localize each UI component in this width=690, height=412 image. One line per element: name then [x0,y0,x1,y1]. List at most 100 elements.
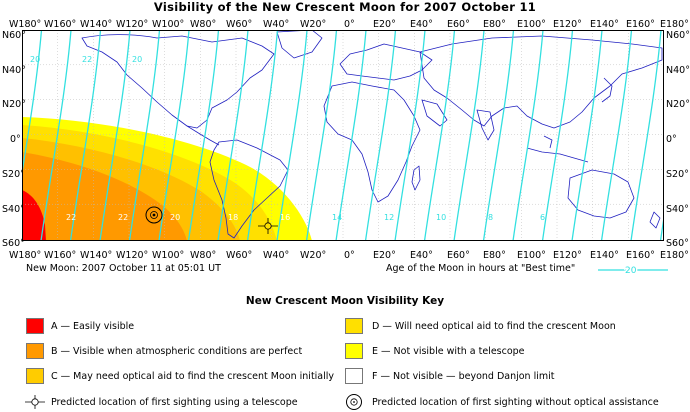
lat-label: N60° [2,30,26,41]
age-contour-line [423,30,456,241]
lat-label: 0° [10,134,21,145]
telescope-marker [258,218,278,234]
key-text-a: A — Easily visible [51,321,135,332]
age-contour-line [99,30,131,241]
lon-label: E20° [373,250,396,261]
age-contour-line [600,30,633,241]
key-text-e: E — Not visible with a telescope [372,346,525,357]
age-contour-line [305,30,338,241]
naked-eye-marker-icon [346,394,362,410]
key-text-d: D — Will need optical aid to find the cr… [372,321,616,332]
age-contour-line [482,30,515,241]
world-map: 20 22 20 22 22 20 18 16 14 12 10 8 6 [22,30,664,241]
lon-label: E120° [553,250,582,261]
lon-label: W180° [9,250,42,261]
lon-label: E20° [373,19,396,30]
age-contour-line [453,30,485,241]
lat-label: S60° [2,238,25,249]
key-swatch-a [26,318,44,334]
lat-label: 0° [666,134,677,145]
lon-label: E160° [626,19,655,30]
lat-label: N40° [666,65,690,76]
telescope-marker-text: Predicted location of first sighting usi… [51,397,298,408]
key-swatch-d [345,318,363,334]
lon-label: W160° [44,250,77,261]
age-contour-line [158,30,190,241]
lon-label: W80° [190,19,217,30]
contour-label: 14 [332,213,342,222]
age-contour-line [571,30,603,241]
age-contour-line [246,30,279,241]
age-legend-value: 20 [625,266,637,276]
age-contour-line [335,30,367,241]
new-moon-time: New Moon: 2007 October 11 at 05:01 UT [26,263,221,274]
age-contour-line [217,30,249,241]
coastlines [81,30,663,239]
lon-label: E180° [660,19,689,30]
lon-label: E100° [517,250,546,261]
key-swatch-c [26,368,44,384]
lon-label: W60° [226,250,253,261]
zone-b [22,152,187,241]
lat-label: N60° [666,30,690,41]
key-swatch-f [345,368,363,384]
contour-label: 20 [30,55,40,64]
key-swatch-b [26,343,44,359]
lon-label: E120° [553,19,582,30]
lon-label: W80° [190,250,217,261]
key-text-f: F — Not visible — beyond Danjon limit [372,371,555,382]
contour-labels: 20 22 20 22 22 20 18 16 14 12 10 8 6 [30,55,545,222]
key-swatch-e [345,343,363,359]
lon-label: E160° [626,250,655,261]
age-contour-line [69,30,102,241]
naked-eye-marker-text: Predicted location of first sighting wit… [372,397,659,408]
lat-label: S20° [666,169,689,180]
age-contour-line [512,30,544,241]
lon-label: E80° [483,19,506,30]
lat-label: S60° [666,238,689,249]
lon-label: E140° [590,250,619,261]
lon-label: W40° [263,250,290,261]
key-title: New Crescent Moon Visibility Key [245,295,445,307]
lat-label: N20° [2,99,26,110]
lon-label: W100° [152,19,185,30]
lon-label: W140° [80,19,113,30]
age-contour-line [630,30,662,241]
age-caption: Age of the Moon in hours at "Best time" [386,263,576,274]
contour-label: 16 [280,213,290,222]
lon-label: W20° [300,250,327,261]
key-text-c: C — May need optical aid to find the cre… [51,371,335,382]
contour-label: 8 [488,213,493,222]
age-contour-line [276,30,308,241]
contour-label: 18 [228,213,238,222]
lon-label: 0° [344,250,355,261]
lat-label: N40° [2,65,26,76]
age-contour-line [541,30,574,241]
age-contour-line [22,30,43,177]
lon-label: W160° [44,19,77,30]
map-title: Visibility of the New Crescent Moon for … [153,0,537,14]
contour-label: 6 [540,213,545,222]
lon-label: W20° [300,19,327,30]
contour-label: 22 [82,55,92,64]
contour-label: 20 [132,55,142,64]
lon-label: W120° [116,250,149,261]
contour-label: 22 [118,213,128,222]
lon-label: W140° [80,250,113,261]
key-text-b: B — Visible when atmospheric conditions … [51,346,303,357]
lon-label: E180° [660,250,689,261]
age-legend-line: 20 [598,265,668,276]
lon-label: E40° [410,19,433,30]
age-contour-line [128,30,161,241]
lon-label: W40° [263,19,290,30]
naked-eye-marker [145,206,163,224]
age-contour-line [40,30,72,241]
contour-label: 22 [66,213,76,222]
contour-label: 12 [384,213,394,222]
lon-label: W120° [116,19,149,30]
age-contour-line [364,30,397,241]
graticule [22,30,664,241]
lat-label: S40° [666,204,689,215]
telescope-marker-icon [25,395,45,409]
lat-label: S40° [2,204,25,215]
